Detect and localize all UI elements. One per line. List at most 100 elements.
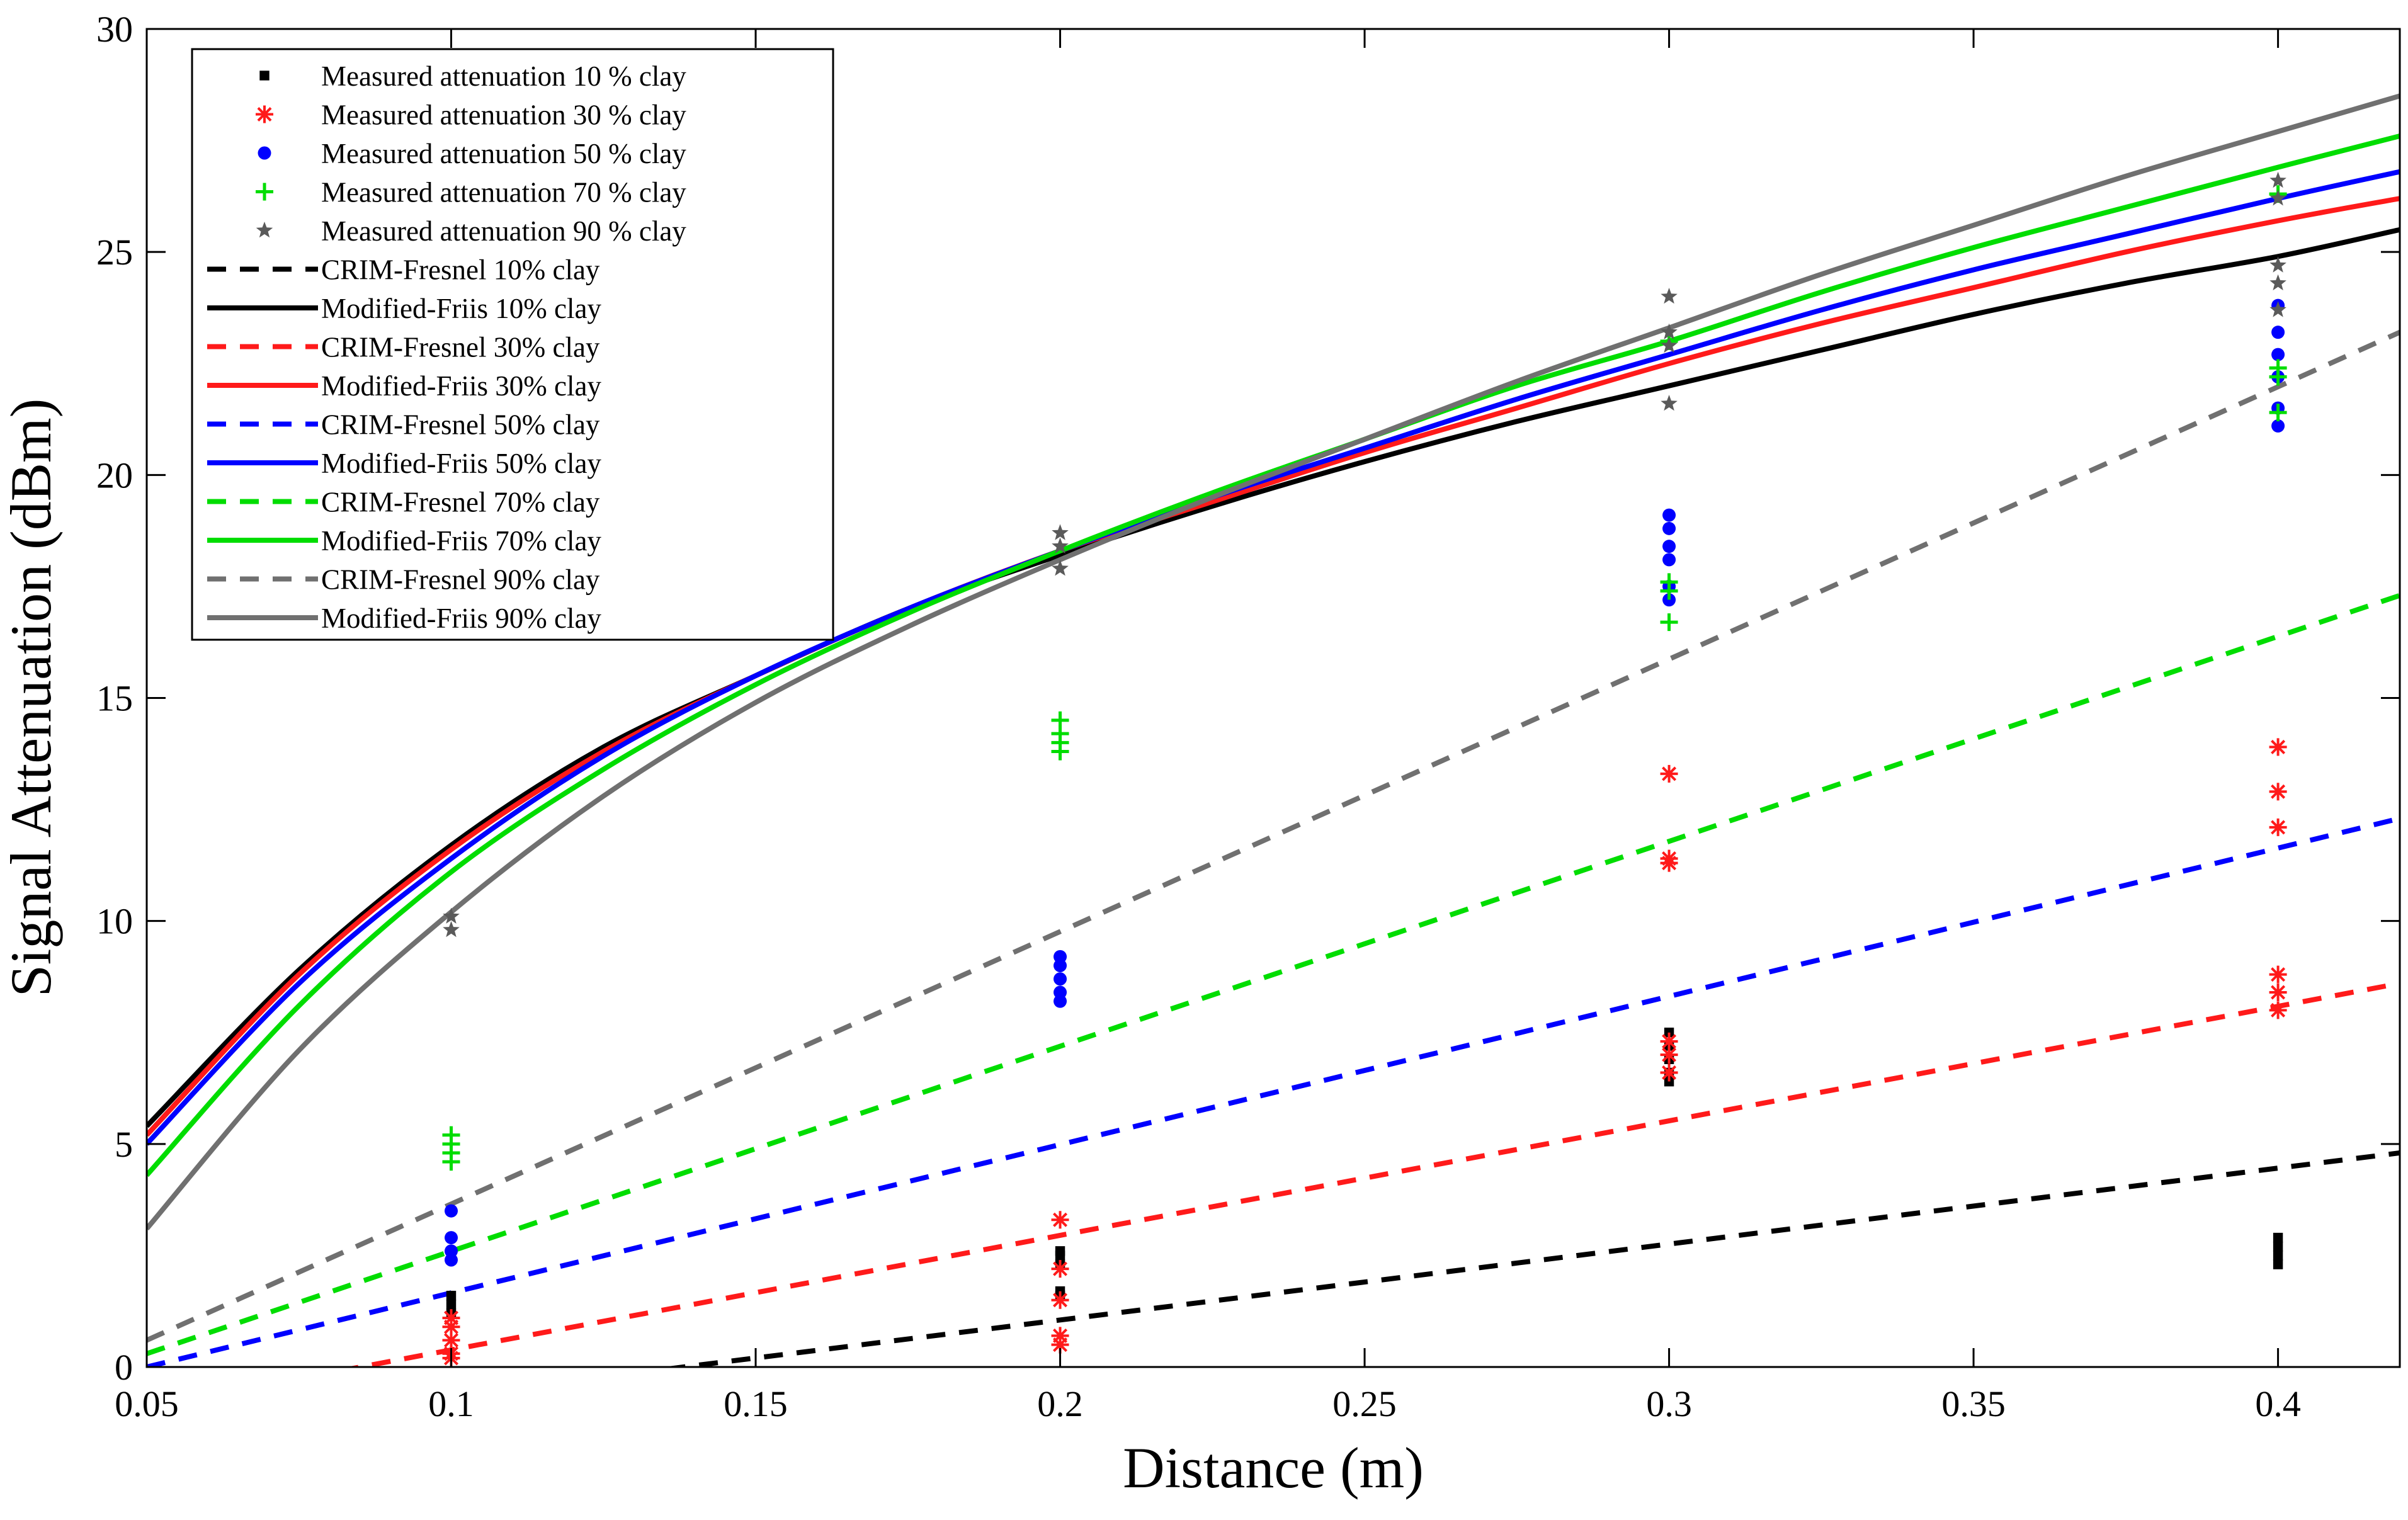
y-axis-label: Signal Attenuation (dBm): [0, 399, 63, 997]
data-point: [445, 1244, 458, 1258]
data-point: [1051, 711, 1069, 729]
y-tick-label: 25: [96, 232, 133, 273]
legend-label: Modified-Friis 30% clay: [321, 370, 601, 402]
x-tick-label: 0.2: [1037, 1383, 1083, 1424]
data-point: [1660, 764, 1678, 783]
data-point: [2269, 190, 2286, 206]
legend-label: CRIM-Fresnel 70% clay: [321, 487, 600, 518]
data-point: [1662, 553, 1676, 567]
legend-label: CRIM-Fresnel 10% clay: [321, 254, 600, 286]
data-point: [2269, 301, 2286, 317]
data-point: [1660, 613, 1678, 632]
legend-label: Measured attenuation 30 % clay: [321, 99, 686, 131]
x-tick-label: 0.35: [1941, 1383, 2006, 1424]
data-point: [2269, 359, 2287, 377]
data-point: [2271, 348, 2285, 361]
x-tick-label: 0.4: [2255, 1383, 2301, 1424]
legend-label: Measured attenuation 50 % clay: [321, 138, 686, 169]
data-point: [1660, 1032, 1678, 1050]
data-point: [2271, 419, 2285, 433]
data-point: [1662, 521, 1676, 535]
data-point: [446, 1300, 457, 1310]
data-point: [2269, 984, 2287, 1001]
data-point: [1661, 395, 1678, 411]
legend-label: CRIM-Fresnel 50% clay: [321, 409, 600, 441]
legend-label: Modified-Friis 50% clay: [321, 448, 601, 479]
y-tick-label: 30: [96, 9, 133, 50]
data-point: [1054, 985, 1067, 999]
data-point: [445, 1231, 458, 1245]
legend-label: Measured attenuation 90 % clay: [321, 215, 686, 247]
x-tick-label: 0.3: [1646, 1383, 1692, 1424]
data-point: [1662, 593, 1676, 607]
data-point: [2269, 738, 2287, 756]
series-line: [147, 227, 2400, 1128]
data-point: [1664, 1076, 1674, 1087]
data-point: [1054, 950, 1067, 963]
data-point: [442, 1126, 460, 1144]
data-point: [442, 1331, 460, 1349]
data-point: [1661, 288, 1678, 304]
data-point: [1664, 1028, 1674, 1038]
data-point: [1054, 972, 1067, 986]
data-point: [1662, 508, 1676, 522]
y-tick-label: 20: [96, 455, 133, 496]
legend-label: Modified-Friis 90% clay: [321, 603, 601, 634]
legend-label: Modified-Friis 10% clay: [321, 293, 601, 324]
x-tick-label: 0.05: [115, 1383, 179, 1424]
data-point: [1051, 1260, 1069, 1278]
series-line: [147, 196, 2400, 1137]
legend-label: Modified-Friis 70% clay: [321, 525, 601, 557]
data-point: [2271, 326, 2285, 339]
legend-symbol: [256, 183, 273, 201]
series-line: [147, 133, 2400, 1177]
data-point: [2273, 1242, 2283, 1252]
legend-symbol: [259, 71, 270, 81]
data-point: [1051, 1291, 1069, 1309]
data-point: [443, 907, 460, 924]
series-line: [147, 330, 2400, 1343]
data-point: [1052, 537, 1069, 553]
y-tick-label: 0: [115, 1347, 133, 1388]
data-point: [445, 1204, 458, 1218]
legend-label: CRIM-Fresnel 30% clay: [321, 332, 600, 363]
data-point: [2269, 171, 2286, 188]
data-point: [1662, 540, 1676, 553]
data-point: [2273, 1259, 2283, 1269]
data-point: [1051, 1211, 1069, 1229]
data-point: [1052, 524, 1069, 540]
data-point: [2269, 1001, 2287, 1019]
data-point: [442, 1318, 460, 1336]
data-point: [2269, 404, 2287, 422]
legend-label: Measured attenuation 70 % clay: [321, 177, 686, 208]
legend-label: Measured attenuation 10 % clay: [321, 60, 686, 92]
data-point: [2269, 783, 2287, 801]
data-point: [1660, 1046, 1678, 1064]
x-tick-label: 0.25: [1332, 1383, 1397, 1424]
data-point: [1055, 1246, 1065, 1256]
legend-symbol: [256, 105, 273, 123]
data-point: [1660, 1063, 1678, 1082]
data-point: [1661, 323, 1678, 339]
data-point: [2269, 818, 2287, 836]
series-line: [346, 980, 2400, 1367]
x-tick-label: 0.15: [724, 1383, 788, 1424]
data-point: [1055, 1286, 1065, 1296]
y-tick-label: 15: [96, 678, 133, 719]
legend-symbol: [258, 146, 271, 160]
data-point: [1660, 573, 1678, 591]
series-line: [147, 93, 2400, 1231]
data-point: [443, 921, 460, 938]
data-point: [442, 1309, 460, 1327]
data-point: [2269, 965, 2287, 984]
y-tick-label: 10: [96, 901, 133, 942]
data-point: [2273, 1251, 2283, 1261]
series-line: [147, 593, 2400, 1356]
legend-label: CRIM-Fresnel 90% clay: [321, 564, 600, 596]
data-point: [1051, 1336, 1069, 1354]
data-point: [1660, 849, 1678, 868]
data-point: [2269, 256, 2286, 273]
data-point: [1052, 560, 1069, 576]
series-line: [147, 815, 2400, 1367]
